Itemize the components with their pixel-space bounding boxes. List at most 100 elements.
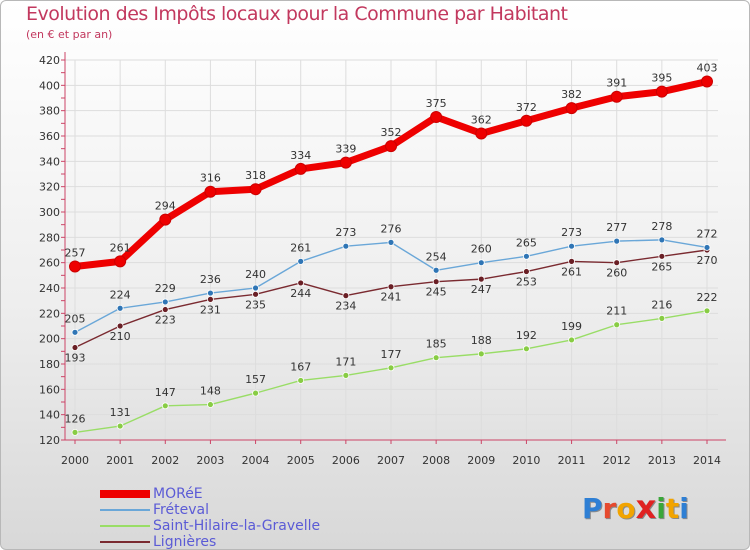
data-label: 375: [426, 97, 447, 110]
data-point: [477, 259, 485, 267]
data-label: 362: [471, 113, 492, 126]
data-label: 253: [516, 276, 537, 289]
legend-swatch: [100, 541, 150, 543]
data-label: 131: [110, 406, 131, 419]
logo-letter: i: [656, 492, 666, 525]
data-point: [430, 111, 443, 123]
data-point: [207, 401, 214, 408]
data-point: [252, 290, 259, 298]
data-point: [387, 238, 395, 246]
y-tick-label: 420: [39, 54, 60, 67]
x-tick-label: 2013: [648, 454, 676, 467]
y-tick-label: 120: [39, 434, 60, 447]
logo-letter: o: [616, 492, 636, 525]
y-tick-label: 320: [39, 181, 60, 194]
data-point: [116, 422, 124, 430]
y-tick-label: 180: [39, 358, 60, 371]
data-label: 273: [561, 226, 582, 239]
data-point: [568, 242, 575, 250]
y-tick-label: 360: [39, 130, 60, 143]
y-tick-label: 380: [39, 105, 60, 118]
data-point: [161, 298, 169, 306]
x-tick-label: 2012: [603, 454, 631, 467]
data-point: [161, 306, 169, 313]
data-label: 193: [65, 352, 86, 365]
logo-letter: x: [635, 488, 657, 526]
data-point: [610, 90, 623, 103]
data-label: 272: [697, 227, 718, 240]
data-label: 278: [651, 220, 672, 233]
data-label: 316: [200, 172, 221, 185]
data-label: 192: [516, 329, 537, 342]
x-tick-label: 2006: [332, 454, 360, 467]
x-tick-label: 2011: [558, 454, 586, 467]
data-point: [613, 259, 621, 267]
data-label: 185: [426, 338, 447, 351]
series-group: [69, 75, 713, 436]
legend-label: Fréteval: [153, 502, 209, 518]
data-point: [703, 307, 711, 315]
proxiti-logo: Proxiti: [582, 488, 689, 526]
data-point: [475, 127, 488, 140]
data-label: 247: [471, 283, 492, 296]
data-point: [71, 428, 79, 436]
data-point: [568, 336, 575, 344]
y-tick-label: 300: [39, 206, 60, 219]
data-label: 273: [335, 226, 356, 239]
logo-letter: r: [602, 492, 617, 525]
tick-labels: 120 140 160 180 200 220 240 260 280 300 320 340 360 3…: [39, 54, 721, 467]
legend-label: Saint-Hilaire-la-Gravelle: [153, 518, 321, 534]
x-tick-label: 2001: [106, 454, 134, 467]
grid: [65, 59, 718, 440]
data-label: 234: [335, 300, 356, 313]
data-point: [339, 156, 352, 169]
legend-swatch: [100, 525, 150, 527]
data-label: 241: [381, 291, 402, 304]
data-point: [297, 257, 305, 265]
data-label: 222: [697, 291, 718, 304]
data-point: [477, 350, 485, 358]
data-point: [297, 279, 305, 287]
data-label: 403: [697, 62, 718, 75]
data-label: 372: [516, 101, 537, 114]
data-label: 260: [606, 267, 627, 280]
data-point: [387, 364, 395, 372]
data-label: 126: [65, 412, 86, 425]
chart-subtitle: (en € et par an): [26, 28, 113, 41]
data-point: [477, 275, 485, 283]
y-tick-label: 280: [39, 231, 60, 244]
y-tick-label: 140: [39, 409, 60, 422]
data-point: [565, 102, 578, 115]
logo-letter: t: [665, 492, 680, 525]
data-point: [387, 283, 395, 291]
data-label: 235: [245, 298, 266, 311]
y-tick-label: 260: [39, 257, 60, 270]
data-label: 254: [426, 250, 447, 263]
logo-letter: i: [679, 492, 689, 525]
data-point: [207, 295, 214, 303]
data-label: 277: [606, 221, 627, 234]
data-point: [252, 284, 259, 292]
data-label: 244: [290, 287, 311, 300]
data-label: 171: [335, 355, 356, 368]
data-label: 205: [65, 312, 86, 325]
data-point: [204, 185, 217, 198]
data-point: [523, 345, 530, 353]
data-point: [294, 162, 307, 175]
legend-swatch: [100, 509, 150, 511]
data-label: 245: [426, 286, 447, 299]
legend-label: MORéE: [153, 486, 203, 502]
data-point: [69, 260, 81, 273]
data-label: 147: [155, 386, 176, 399]
data-point: [701, 75, 713, 88]
data-point: [385, 140, 397, 153]
data-label: 157: [245, 373, 266, 386]
data-point: [342, 292, 350, 300]
data-label: 395: [651, 72, 672, 85]
data-label: 167: [290, 360, 311, 373]
data-label: 294: [155, 200, 176, 213]
x-tick-label: 2008: [422, 454, 450, 467]
data-point: [432, 278, 440, 286]
